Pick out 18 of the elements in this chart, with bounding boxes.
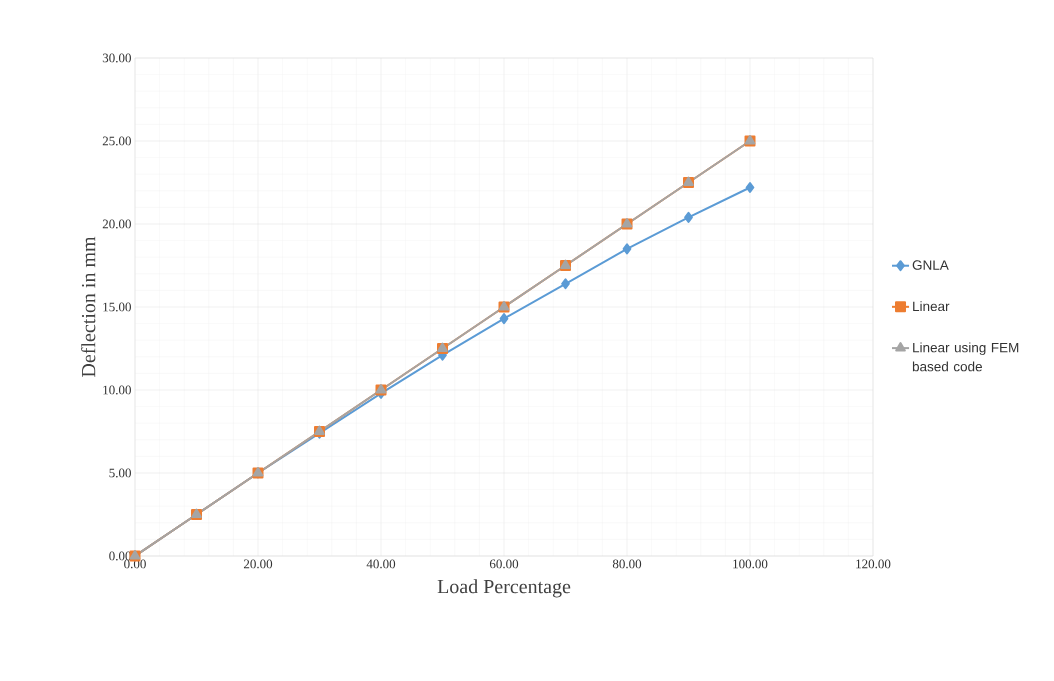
y-tick-label: 15.00 [103, 302, 131, 312]
y-tick-label: 5.00 [109, 468, 131, 478]
x-tick-label: 120.00 [856, 559, 891, 569]
y-tick-label: 20.00 [102, 219, 131, 229]
legend-label: GNLA [912, 260, 949, 270]
legend-label: Linear using FEM based code [912, 342, 1019, 372]
x-tick-label: 60.00 [489, 559, 519, 569]
y-tick-label: 30.00 [102, 53, 131, 63]
legend-label: Linear [913, 301, 950, 312]
y-tick-label: 25.00 [102, 136, 131, 146]
x-axis-title: Load Percentage [437, 579, 571, 598]
x-tick-label: 80.00 [612, 559, 642, 569]
x-tick-label: 40.00 [366, 559, 396, 569]
x-tick-label: 20.00 [243, 559, 273, 569]
y-axis-title: Deflection in mm [81, 236, 96, 377]
x-tick-label: 100.00 [733, 559, 768, 569]
x-tick-label: 0.00 [124, 559, 146, 569]
y-tick-label: 10.00 [103, 385, 131, 395]
